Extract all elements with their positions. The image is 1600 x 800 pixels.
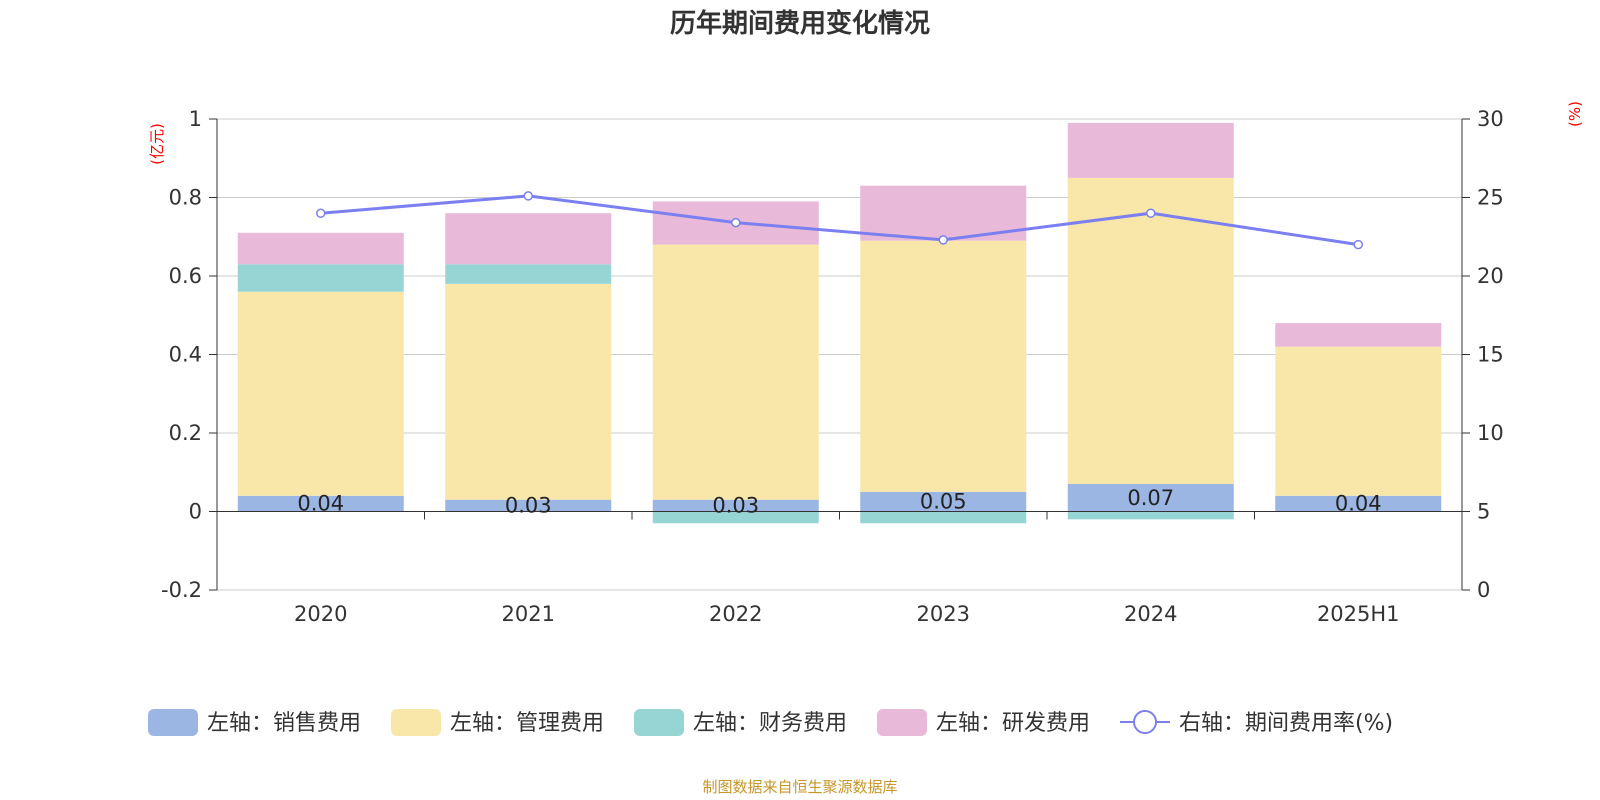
bar-segment: [860, 240, 1027, 492]
x-axis-tick-label: 2022: [709, 602, 762, 626]
legend-swatch: [634, 709, 684, 736]
bar-segment: [445, 283, 612, 500]
left-axis-tick-label: 0.6: [169, 264, 202, 288]
legend-label: 左轴：财务费用: [693, 711, 847, 736]
left-axis-tick-label: -0.2: [161, 578, 202, 602]
bar-segment: [445, 213, 612, 265]
bar-segment: [445, 264, 612, 284]
bar-segment: [1275, 323, 1442, 347]
left-axis-unit: (亿元): [148, 123, 166, 165]
bar-labels: 0.04 0.03 0.03 0.05 0.07 0.04: [297, 486, 1381, 518]
x-axis-tick-label: 2020: [294, 602, 347, 626]
x-axis-tick-label: 2021: [502, 602, 555, 626]
left-axis-tick-label: 0.8: [169, 186, 202, 210]
legend-label: 左轴：销售费用: [207, 711, 361, 736]
bar-segment: [1067, 511, 1234, 520]
rate-line-point: [731, 217, 741, 228]
right-axis-tick-label: 20: [1477, 264, 1504, 288]
legend-swatch: [148, 709, 198, 736]
data-label: 0.04: [297, 492, 344, 516]
bar-segment: [237, 291, 404, 496]
bar-segment: [237, 232, 404, 265]
x-axis-tick-label: 2023: [917, 602, 970, 626]
right-axis-tick-label: 25: [1477, 186, 1504, 210]
right-axis-tick-label: 5: [1477, 500, 1490, 524]
bar-segment: [1067, 177, 1234, 485]
left-axis-tick-label: 1: [189, 107, 202, 131]
legend-label: 左轴：管理费用: [450, 711, 604, 736]
right-axis-tick-label: 15: [1477, 343, 1504, 367]
rate-line-point: [316, 208, 326, 218]
right-axis-tick-label: 0: [1477, 578, 1490, 602]
data-label: 0.03: [505, 494, 552, 518]
left-axis-tick-label: 0: [189, 500, 202, 524]
bar-segment: [237, 264, 404, 292]
right-axis-unit: (%): [1566, 101, 1584, 127]
rate-line-point: [1146, 208, 1156, 218]
bar-segment: [1067, 122, 1234, 178]
left-axis-tick-label: 0.2: [169, 421, 202, 445]
bar-segment: [652, 511, 819, 524]
bars: [237, 122, 1442, 524]
bar-segment: [1067, 484, 1234, 512]
legend: 左轴：销售费用 左轴：管理费用 左轴：财务费用 左轴：研发费用 右轴：期间费用率(%): [148, 709, 1393, 736]
legend-label: 右轴：期间费用率(%): [1179, 711, 1393, 736]
legend-swatch: [877, 709, 927, 736]
rate-line-path: [320, 194, 1359, 247]
bar-segment: [1275, 346, 1442, 496]
legend-marker: [1133, 710, 1157, 734]
chart-title: 历年期间费用变化情况: [670, 8, 930, 39]
source-note: 制图数据来自恒生聚源数据库: [702, 778, 897, 796]
rate-line-point: [938, 235, 948, 245]
bar-segment: [1275, 495, 1442, 512]
bar-segment: [445, 499, 612, 512]
legend-label: 左轴：研发费用: [936, 711, 1090, 736]
x-axis-tick-label: 2024: [1124, 602, 1177, 626]
rate-line-point: [1353, 239, 1363, 250]
right-axis-tick-label: 10: [1477, 421, 1504, 445]
bar-segment: [860, 491, 1027, 512]
data-label: 0.07: [1127, 486, 1174, 510]
bar-segment: [237, 495, 404, 512]
left-axis-tick-label: 0.4: [169, 343, 202, 367]
bar-segment: [652, 499, 819, 512]
data-label: 0.04: [1335, 492, 1382, 516]
data-label: 0.05: [920, 490, 967, 514]
legend-swatch: [391, 709, 441, 736]
rate-line: [316, 191, 1363, 250]
x-axis-tick-label: 2025H1: [1317, 602, 1400, 626]
right-axis-tick-label: 30: [1477, 107, 1504, 131]
rate-line-point: [523, 191, 533, 201]
bar-segment: [652, 244, 819, 500]
data-label: 0.03: [712, 494, 759, 518]
bar-segment: [860, 511, 1027, 524]
